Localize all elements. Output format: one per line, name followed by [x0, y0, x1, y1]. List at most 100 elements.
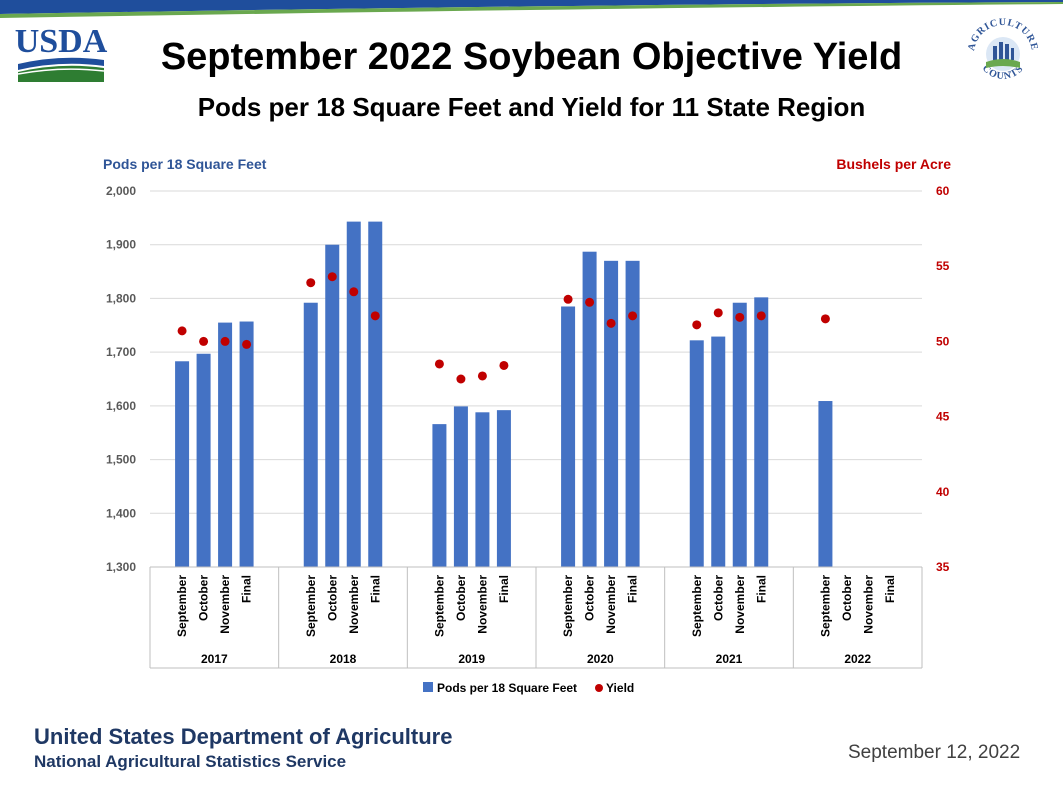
- month-label: November: [604, 575, 618, 634]
- month-label: Final: [497, 575, 511, 603]
- right-tick-label: 60: [936, 184, 950, 198]
- agriculture-counts-seal: AGRICULTURE COUNTS: [964, 14, 1042, 90]
- left-tick-label: 1,500: [106, 453, 136, 467]
- yield-point: [628, 311, 638, 321]
- month-label: September: [690, 575, 704, 637]
- yield-point: [242, 339, 252, 349]
- yield-series: [177, 272, 830, 384]
- yield-point: [199, 336, 209, 346]
- bar: [239, 321, 254, 567]
- right-tick-label: 35: [936, 560, 950, 574]
- bar-series: [175, 221, 833, 568]
- yield-point: [820, 314, 830, 324]
- bar: [582, 251, 597, 567]
- footer-date: September 12, 2022: [848, 742, 1021, 763]
- yield-point: [327, 272, 337, 282]
- month-label: September: [561, 575, 575, 637]
- right-tick-label: 40: [936, 485, 950, 499]
- yield-point: [756, 311, 766, 321]
- right-tick-label: 50: [936, 334, 950, 348]
- yield-point: [499, 360, 509, 370]
- legend-label-yield: Yield: [606, 681, 634, 695]
- combo-chart: Pods per 18 Square Feet Bushels per Acre…: [103, 156, 951, 695]
- bar: [818, 401, 833, 567]
- year-label: 2021: [716, 652, 743, 666]
- yield-point: [177, 326, 187, 336]
- left-tick-label: 1,900: [106, 238, 136, 252]
- yield-point: [349, 287, 359, 297]
- month-label: Final: [368, 575, 382, 603]
- page-subtitle: Pods per 18 Square Feet and Yield for 11…: [197, 92, 866, 122]
- month-label: October: [325, 575, 339, 621]
- bar: [625, 260, 640, 567]
- yield-point: [606, 318, 616, 328]
- bar: [453, 406, 468, 567]
- bar: [218, 322, 233, 567]
- bar: [303, 302, 318, 567]
- left-tick-label: 1,300: [106, 560, 136, 574]
- month-label: November: [218, 575, 232, 634]
- gridlines: [150, 190, 922, 568]
- month-label: November: [347, 575, 361, 634]
- usda-logo-text: USDA: [15, 23, 108, 60]
- left-tick-label: 1,400: [106, 506, 136, 520]
- x-axis: 2017 September October November Final 2018 Sep…: [149, 566, 923, 669]
- svg-text:COUNTS: COUNTS: [980, 63, 1026, 82]
- month-label: October: [454, 575, 468, 621]
- page-title: September 2022 Soybean Objective Yield: [160, 36, 903, 78]
- month-label: September: [432, 575, 446, 637]
- left-tick-label: 2,000: [106, 184, 136, 198]
- legend: Pods per 18 Square Feet Yield: [423, 681, 634, 695]
- yield-point: [477, 371, 487, 381]
- yield-point: [563, 294, 573, 304]
- top-decorative-band: [0, 0, 1063, 18]
- bar: [689, 340, 704, 567]
- bar: [368, 221, 383, 568]
- legend-swatch-yield: [595, 684, 603, 692]
- yield-point: [585, 297, 595, 307]
- year-label: 2018: [330, 652, 357, 666]
- year-label: 2017: [201, 652, 228, 666]
- right-tick-label: 45: [936, 410, 950, 424]
- month-label: Final: [754, 575, 768, 603]
- left-axis-title: Pods per 18 Square Feet: [103, 156, 267, 172]
- month-label: September: [175, 575, 189, 637]
- bar: [346, 221, 361, 568]
- bar: [711, 336, 726, 567]
- month-label: Final: [240, 575, 254, 603]
- yield-point: [692, 320, 702, 330]
- month-label: October: [711, 575, 725, 621]
- bar: [432, 424, 447, 567]
- month-label: September: [304, 575, 318, 637]
- yield-point: [434, 359, 444, 369]
- bar: [175, 361, 190, 567]
- yield-point: [713, 308, 723, 318]
- left-tick-label: 1,600: [106, 399, 136, 413]
- left-tick-label: 1,700: [106, 345, 136, 359]
- left-axis-ticks: 1,300 1,400 1,500 1,600 1,700 1,800 1,900 2,000: [106, 184, 136, 574]
- month-label: November: [733, 575, 747, 634]
- legend-label-pods: Pods per 18 Square Feet: [437, 681, 577, 695]
- yield-point: [370, 311, 380, 321]
- footer-service: National Agricultural Statistics Service: [34, 752, 347, 771]
- right-axis-ticks: 35 40 45 50 55 60: [936, 184, 950, 574]
- bar: [604, 260, 619, 567]
- yield-point: [735, 312, 745, 322]
- right-tick-label: 55: [936, 259, 950, 273]
- bar: [561, 306, 576, 567]
- usda-logo: USDA: [14, 20, 108, 84]
- month-label: October: [583, 575, 597, 621]
- year-label: 2020: [587, 652, 614, 666]
- month-label: October: [197, 575, 211, 621]
- bar: [754, 297, 769, 567]
- seal-text-bottom: COUNTS: [980, 63, 1025, 82]
- month-label: November: [475, 575, 489, 634]
- month-label: Final: [626, 575, 640, 603]
- right-axis-title: Bushels per Acre: [836, 156, 951, 172]
- footer-department: United States Department of Agriculture: [34, 724, 453, 749]
- bar: [496, 410, 511, 567]
- yield-point: [306, 278, 316, 288]
- yield-point: [456, 374, 466, 384]
- legend-swatch-pods: [423, 682, 433, 692]
- year-label: 2019: [458, 652, 485, 666]
